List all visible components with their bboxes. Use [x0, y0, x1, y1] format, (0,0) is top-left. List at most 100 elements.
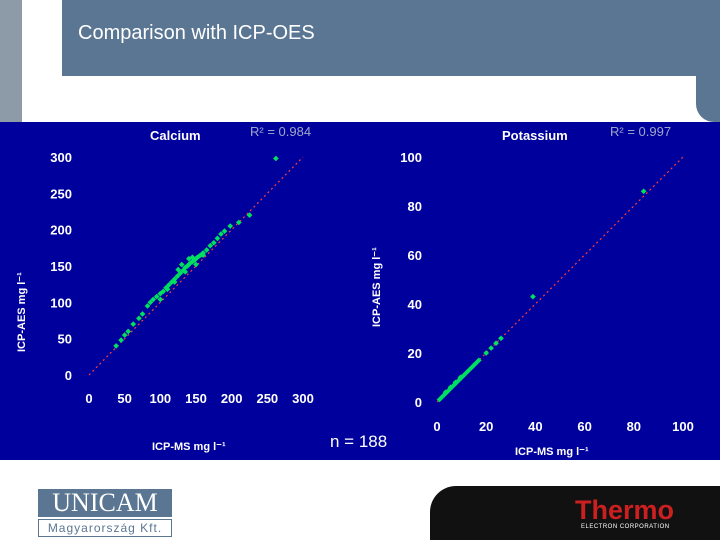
potassium-x-tick-label: 0	[433, 419, 440, 434]
potassium-data-point	[475, 357, 482, 364]
calcium-x-tick-label: 50	[117, 391, 131, 406]
footer-dark-panel	[430, 486, 720, 540]
calcium-data-point	[113, 343, 119, 349]
calcium-data-point	[153, 293, 160, 300]
calcium-x-tick-label: 150	[185, 391, 207, 406]
potassium-y-ticks: 0 20 40 60 80 100	[400, 150, 422, 410]
calcium-data-point	[166, 282, 172, 288]
calcium-y-tick-label: 0	[65, 368, 72, 383]
unicam-logo-subtitle: Magyarország Kft.	[38, 519, 172, 537]
calcium-data-point	[125, 328, 132, 335]
potassium-y-tick-label: 20	[408, 346, 422, 361]
calcium-y-tick-label: 250	[50, 186, 72, 201]
calcium-data-point	[273, 155, 279, 162]
potassium-chart: Potassium R² = 0.997 ICP-AES mg l⁻¹ ICP-…	[371, 124, 694, 458]
calcium-data-point	[218, 231, 224, 237]
calcium-data-point	[178, 261, 185, 268]
calcium-data-point	[144, 303, 151, 309]
thermo-logo-subtitle: ELECTRON CORPORATION	[581, 524, 670, 530]
left-accent-strip	[0, 0, 22, 122]
calcium-data-point	[221, 228, 228, 234]
potassium-y-tick-label: 60	[408, 248, 422, 263]
header-title-panel	[62, 0, 720, 76]
calcium-y-label: ICP-AES mg l⁻¹	[16, 272, 28, 352]
calcium-y-ticks: 0 50 100 150 200 250 300	[50, 150, 72, 383]
calcium-data-point	[157, 296, 164, 303]
calcium-x-label: ICP-MS mg l⁻¹	[152, 441, 226, 453]
calcium-x-tick-label: 250	[256, 391, 278, 406]
calcium-data-point	[235, 219, 242, 226]
potassium-data-point	[498, 335, 504, 342]
unicam-logo: UNICAM Magyarország Kft.	[38, 489, 172, 537]
calcium-y-tick-label: 200	[50, 223, 72, 238]
calcium-y-tick-label: 150	[50, 259, 72, 274]
calcium-data-point	[189, 254, 196, 261]
calcium-y-tick-label: 300	[50, 150, 72, 165]
potassium-title: Potassium	[502, 128, 568, 143]
calcium-chart: Calcium R² = 0.984 ICP-AES mg l⁻¹ ICP-MS…	[16, 124, 314, 453]
thermo-logo: Thermo ELECTRON CORPORATION	[575, 495, 695, 535]
calcium-y-tick-label: 100	[50, 295, 72, 310]
calcium-data-point	[211, 239, 217, 246]
right-accent-strip	[696, 76, 720, 122]
calcium-data-point	[136, 315, 142, 322]
calcium-data-point	[200, 252, 206, 258]
potassium-y-tick-label: 40	[408, 297, 422, 312]
calcium-data-point	[160, 288, 167, 295]
calcium-data-point	[164, 286, 171, 293]
potassium-y-tick-label: 80	[408, 199, 422, 214]
potassium-x-tick-label: 40	[528, 419, 542, 434]
calcium-data-point	[193, 261, 199, 268]
potassium-x-label: ICP-MS mg l⁻¹	[515, 446, 589, 458]
charts-svg: Calcium R² = 0.984 ICP-AES mg l⁻¹ ICP-MS…	[16, 124, 694, 458]
calcium-y-tick-label: 50	[58, 332, 72, 347]
calcium-data-point	[171, 279, 178, 285]
potassium-data-point	[488, 345, 494, 351]
calcium-fit-line	[88, 156, 304, 376]
potassium-x-tick-label: 80	[627, 419, 641, 434]
potassium-y-tick-label: 0	[415, 395, 422, 410]
calcium-data-point	[175, 266, 181, 273]
plot-panel	[0, 122, 720, 460]
calcium-r-squared: R² = 0.984	[250, 124, 311, 139]
thermo-logo-name: Thermo	[575, 495, 675, 525]
calcium-data-point	[182, 268, 189, 275]
unicam-logo-name: UNICAM	[38, 489, 172, 517]
slide-title: Comparison with ICP-OES	[78, 22, 315, 44]
potassium-x-ticks: 0 20 40 60 80 100	[433, 419, 693, 434]
calcium-data-point	[203, 247, 210, 253]
calcium-data-point	[246, 212, 253, 218]
potassium-data-point	[530, 293, 536, 300]
potassium-data-point	[640, 188, 647, 195]
calcium-data-point	[207, 242, 214, 249]
calcium-data-point	[171, 276, 178, 282]
calcium-data-point	[118, 337, 124, 343]
potassium-points	[436, 188, 647, 403]
potassium-data-point	[493, 340, 499, 347]
potassium-r-squared: R² = 0.997	[610, 124, 671, 139]
calcium-data-point	[147, 299, 154, 306]
header-left-margin	[22, 0, 62, 76]
potassium-data-point	[483, 350, 490, 356]
potassium-x-tick-label: 60	[577, 419, 591, 434]
potassium-x-tick-label: 100	[672, 419, 694, 434]
calcium-data-point	[150, 296, 157, 303]
calcium-x-ticks: 0 50 100 150 200 250 300	[85, 391, 313, 406]
calcium-title: Calcium	[150, 128, 201, 143]
calcium-data-point	[177, 270, 184, 277]
calcium-x-tick-label: 200	[221, 391, 243, 406]
calcium-data-point	[121, 332, 128, 338]
calcium-x-tick-label: 0	[85, 391, 92, 406]
calcium-data-point	[130, 321, 137, 327]
calcium-data-point	[174, 273, 181, 280]
header-lower-band	[22, 76, 720, 122]
potassium-x-tick-label: 20	[479, 419, 493, 434]
potassium-y-label: ICP-AES mg l⁻¹	[371, 247, 383, 327]
calcium-x-tick-label: 100	[149, 391, 171, 406]
calcium-points	[113, 155, 279, 349]
calcium-data-point	[214, 235, 221, 242]
calcium-x-tick-label: 300	[292, 391, 314, 406]
calcium-data-point	[227, 223, 234, 229]
sample-count: n = 188	[330, 432, 387, 451]
potassium-y-tick-label: 100	[400, 150, 422, 165]
